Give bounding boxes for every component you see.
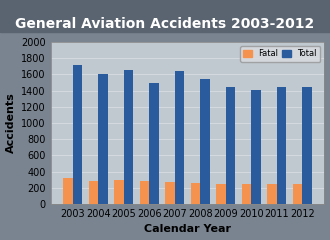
Bar	[277, 87, 286, 204]
Text: General Aviation Accidents 2003-2012: General Aviation Accidents 2003-2012	[16, 17, 314, 31]
Bar	[267, 184, 277, 204]
Bar	[98, 74, 108, 204]
Bar	[226, 87, 236, 204]
Y-axis label: Accidents: Accidents	[6, 93, 16, 153]
Bar	[302, 87, 312, 204]
Bar	[88, 181, 98, 204]
Bar	[124, 70, 133, 204]
Bar	[251, 90, 261, 204]
Bar	[165, 182, 175, 204]
Bar	[191, 183, 200, 204]
Legend: Fatal, Total: Fatal, Total	[240, 46, 320, 62]
Bar	[216, 184, 226, 204]
X-axis label: Calendar Year: Calendar Year	[144, 224, 231, 234]
Bar	[293, 184, 302, 204]
Bar	[63, 178, 73, 204]
Bar	[114, 180, 124, 204]
Bar	[175, 71, 184, 204]
Bar	[140, 181, 149, 204]
Bar	[149, 83, 159, 204]
Bar	[242, 184, 251, 204]
Bar	[200, 79, 210, 204]
Bar	[73, 66, 82, 204]
